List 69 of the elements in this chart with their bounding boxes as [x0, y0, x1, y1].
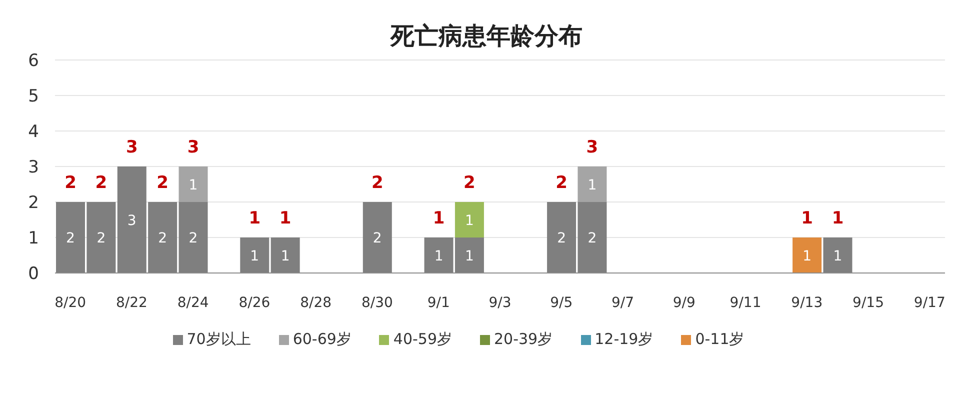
- data-label: 1: [588, 177, 597, 194]
- data-label: 1: [465, 212, 474, 229]
- legend-label: 60-69岁: [292, 330, 352, 348]
- total-label: 3: [187, 138, 200, 158]
- data-label: 1: [434, 248, 444, 264]
- x-tick-label: 8/24: [177, 294, 209, 311]
- x-tick-label: 8/22: [116, 294, 148, 311]
- legend-label: 12-19岁: [594, 330, 654, 348]
- total-label: 2: [156, 173, 168, 193]
- total-label: 1: [432, 208, 445, 228]
- total-label: 3: [586, 138, 598, 158]
- x-tick-label: 8/28: [300, 294, 332, 311]
- bar: [240, 238, 270, 273]
- total-label: 1: [801, 208, 813, 228]
- bar: [578, 166, 607, 202]
- data-label: 2: [158, 230, 168, 246]
- y-tick-label: 5: [28, 86, 39, 107]
- data-label: 2: [557, 230, 566, 246]
- bar: [823, 238, 852, 273]
- data-label: 1: [250, 248, 260, 264]
- data-label: 1: [465, 248, 474, 264]
- data-label: 3: [127, 212, 136, 229]
- x-tick-label: 8/20: [54, 294, 86, 311]
- data-label: 2: [66, 230, 75, 246]
- x-tick-label: 9/5: [550, 294, 573, 311]
- bar: [178, 202, 208, 273]
- total-label: 2: [464, 173, 476, 193]
- data-label: 1: [188, 177, 198, 194]
- total-label: 1: [279, 208, 292, 228]
- data-label: 2: [96, 230, 106, 246]
- y-tick-label: 6: [28, 51, 39, 72]
- total-label: 2: [556, 173, 568, 193]
- x-tick-label: 9/15: [852, 294, 884, 311]
- legend-label: 0-11岁: [695, 330, 744, 348]
- legend-label: 70岁以上: [186, 330, 251, 348]
- total-label: 2: [95, 173, 108, 193]
- legend-label: 40-59岁: [393, 330, 452, 348]
- y-tick-label: 0: [28, 264, 39, 284]
- data-label: 2: [372, 230, 382, 246]
- bar: [454, 202, 484, 238]
- total-label: 1: [248, 208, 261, 228]
- x-tick-label: 8/26: [238, 294, 270, 311]
- data-label: 1: [280, 248, 290, 264]
- total-label: 2: [371, 173, 384, 193]
- y-tick-label: 1: [28, 228, 39, 249]
- data-label: 2: [588, 230, 597, 246]
- x-tick-label: 9/13: [791, 294, 823, 311]
- x-tick-label: 9/17: [914, 294, 946, 311]
- x-tick-label: 9/1: [427, 294, 450, 311]
- x-tick-label: 9/11: [730, 294, 762, 311]
- x-tick-label: 9/3: [488, 294, 512, 311]
- x-tick-label: 9/7: [611, 294, 634, 311]
- data-label: 2: [188, 230, 198, 246]
- data-label: 1: [833, 248, 842, 264]
- x-tick-label: 9/9: [672, 294, 696, 311]
- bar: [270, 238, 300, 273]
- x-tick-label: 8/30: [362, 294, 393, 311]
- total-label: 2: [64, 173, 76, 193]
- data-label: 1: [802, 248, 812, 264]
- bar: [362, 202, 392, 273]
- total-label: 3: [126, 138, 138, 158]
- legend-label: 20-39岁: [494, 330, 553, 348]
- y-tick-label: 3: [28, 158, 39, 178]
- y-tick-label: 2: [28, 193, 39, 214]
- y-tick-label: 4: [28, 122, 39, 142]
- total-label: 1: [832, 208, 844, 228]
- bar: [792, 238, 822, 273]
- bar: [178, 166, 208, 202]
- chart-title: 死亡病患年龄分布: [389, 21, 584, 52]
